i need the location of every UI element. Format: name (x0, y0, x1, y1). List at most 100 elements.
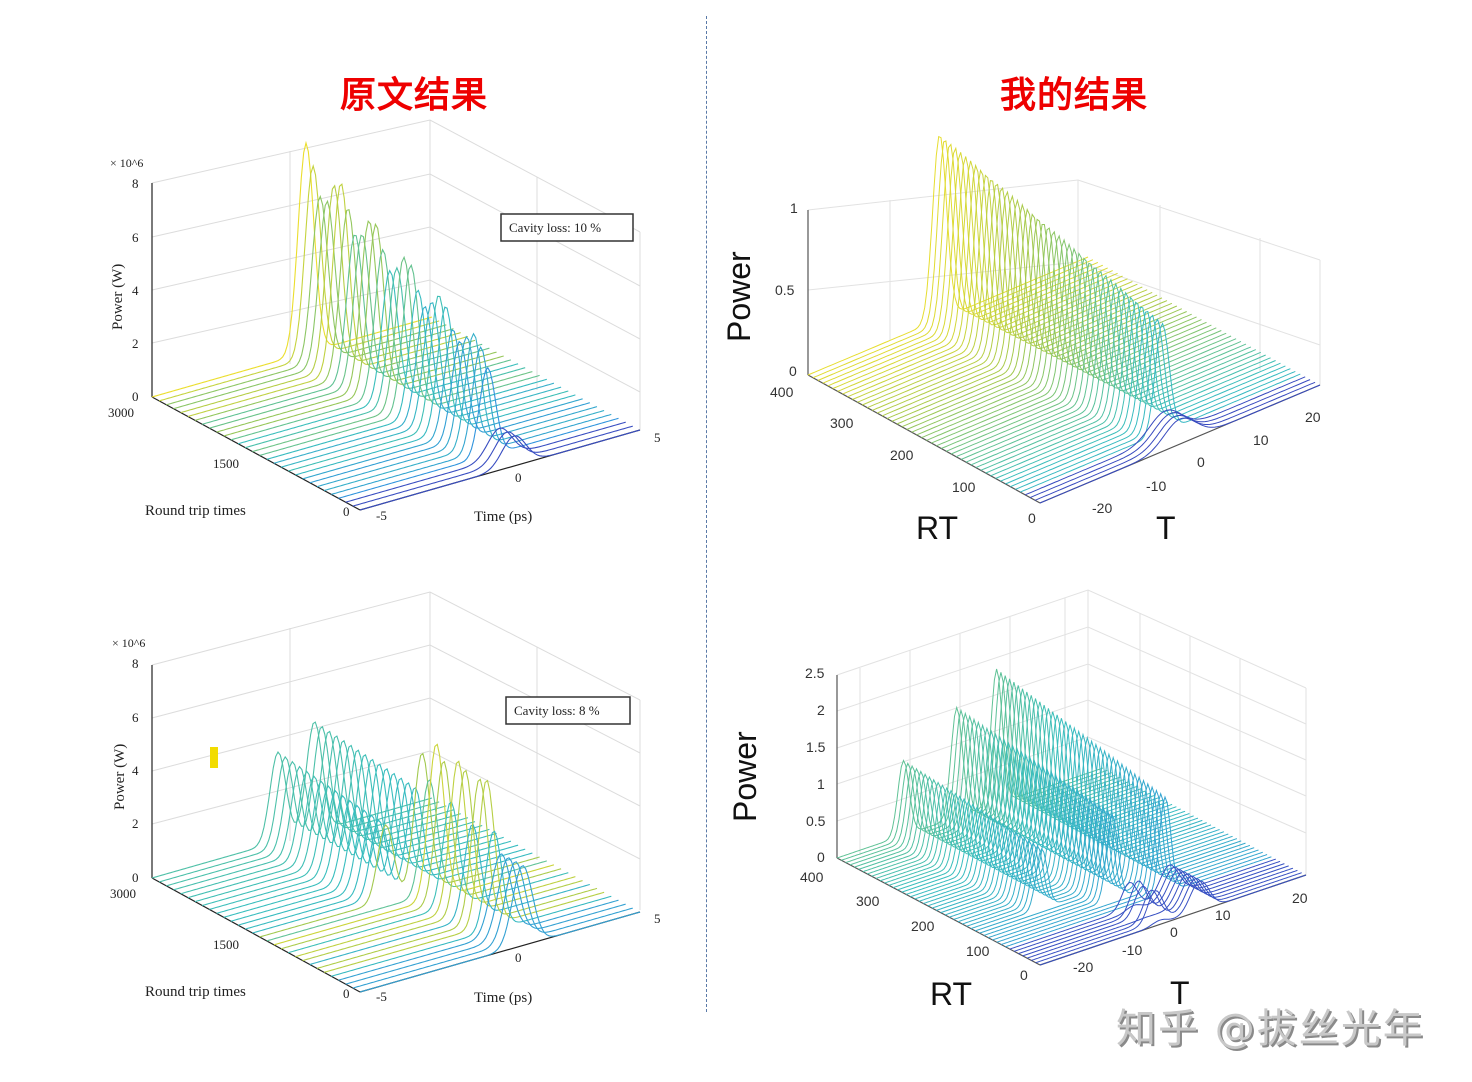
y-tick: 0 (515, 470, 522, 485)
y-axis-label: T (1170, 975, 1190, 1011)
waterfall-lines (807, 135, 1321, 504)
waterfall-trace (975, 772, 1242, 932)
z-axis-label: Power (727, 731, 763, 822)
waterfall-trace (941, 252, 1222, 449)
waterfall-trace (970, 768, 1238, 930)
x-axis-label: RT (916, 510, 958, 546)
waterfall-trace (259, 752, 540, 938)
waterfall-trace (252, 255, 533, 453)
x-tick: 0 (1028, 510, 1036, 526)
waterfall-trace (888, 708, 1155, 886)
waterfall-trace (983, 778, 1251, 936)
waterfall-trace (955, 267, 1237, 458)
y-tick: -10 (1122, 942, 1142, 958)
waterfall-trace (166, 730, 447, 887)
waterfall-trace (266, 779, 547, 942)
waterfall-trace (949, 752, 1216, 918)
waterfall-trace (209, 234, 490, 429)
waterfall-trace (896, 213, 1178, 425)
y-axis-label: Time (ps) (474, 509, 532, 525)
waterfall-trace (1000, 306, 1281, 482)
waterfall-trace (252, 786, 533, 934)
x-axis-label: Round trip times (145, 503, 246, 519)
z-tick: 2 (817, 702, 825, 718)
chart-original-top: × 10^6 8 6 4 2 0 3000 1500 0 -5 0 5 Roun… (108, 119, 661, 525)
y-tick: -10 (1146, 478, 1166, 494)
waterfall-trace (1025, 376, 1306, 496)
waterfall-trace (266, 289, 547, 460)
annotation-box (505, 696, 631, 725)
x-tick: 200 (890, 447, 914, 463)
waterfall-trace (345, 421, 626, 503)
x-tick: 1500 (213, 937, 239, 952)
waterfall-trace (1000, 791, 1268, 945)
x-tick: 300 (830, 415, 854, 431)
waterfall-trace (151, 721, 433, 879)
waterfall-trace (216, 219, 497, 433)
waterfall-trace (985, 291, 1266, 474)
chart-mine-bottom: 2.5 2 1.5 1 0.5 0 400 300 200 100 0 -20 … (727, 589, 1308, 1012)
waterfall-trace (1018, 863, 1285, 955)
y-tick: 0 (1197, 454, 1205, 470)
x-tick: 1500 (213, 456, 239, 471)
waterfall-trace (1020, 322, 1301, 493)
y-tick: -20 (1092, 500, 1112, 516)
waterfall-trace (871, 695, 1138, 877)
waterfall-trace (245, 782, 526, 930)
waterfall-trace (230, 772, 512, 922)
waterfall-trace (979, 775, 1246, 934)
z-axis-label: Power (W) (110, 264, 126, 330)
x-tick: 0 (343, 986, 350, 1001)
waterfall-trace (302, 329, 583, 480)
waterfall-trace (1005, 795, 1272, 948)
z-tick: 0.5 (806, 813, 826, 829)
waterfall-trace (953, 755, 1220, 920)
waterfall-trace (280, 760, 562, 950)
z-tick: 6 (132, 710, 139, 725)
waterfall-trace (1009, 858, 1276, 950)
waterfall-trace (962, 762, 1229, 925)
waterfall-trace (194, 208, 476, 421)
waterfall-trace (970, 278, 1252, 466)
waterfall-trace (927, 735, 1194, 907)
waterfall-trace (880, 701, 1147, 882)
waterfall-trace (827, 152, 1108, 387)
waterfall-trace (875, 698, 1143, 879)
z-tick: 0 (132, 870, 139, 885)
y-tick: 0 (515, 950, 522, 965)
annotation-text: Cavity loss: 10 % (509, 220, 601, 235)
waterfall-trace (230, 248, 512, 441)
waterfall-trace (926, 238, 1207, 441)
z-tick: 8 (132, 176, 139, 191)
waterfall-trace (345, 857, 626, 985)
z-tick: 0 (789, 363, 797, 379)
waterfall-trace (159, 164, 440, 402)
waterfall-trace (1015, 318, 1296, 490)
waterfall-trace (359, 429, 641, 511)
z-tick: 0 (817, 849, 825, 865)
waterfall-trace (822, 146, 1103, 384)
waterfall-trace (931, 739, 1199, 909)
chart-mine-top: 1 0.5 0 400 300 200 100 0 -20 -10 0 10 2… (721, 135, 1321, 546)
waterfall-trace (331, 830, 612, 977)
z-scale-label: × 10^6 (110, 156, 143, 170)
waterfall-trace (975, 282, 1256, 469)
waterfall-trace (886, 203, 1168, 420)
y-axis-label: T (1156, 510, 1176, 546)
z-tick: 1 (817, 776, 825, 792)
waterfall-trace (1034, 381, 1316, 501)
waterfall-trace (288, 801, 569, 954)
y-axis-label: Time (ps) (474, 990, 532, 1006)
annotation-box (500, 213, 634, 242)
waterfall-trace (323, 332, 605, 492)
waterfall-trace (202, 754, 483, 907)
waterfall-trace (359, 865, 641, 993)
waterfall-trace (1005, 310, 1286, 485)
z-tick: 2 (132, 336, 139, 351)
y-tick: 10 (1253, 432, 1269, 448)
waterfall-trace (295, 306, 576, 476)
waterfall-trace (223, 768, 504, 918)
z-tick: 2.5 (805, 665, 825, 681)
right-title: 我的结果 (1000, 75, 1149, 116)
waterfall-trace (273, 743, 555, 946)
